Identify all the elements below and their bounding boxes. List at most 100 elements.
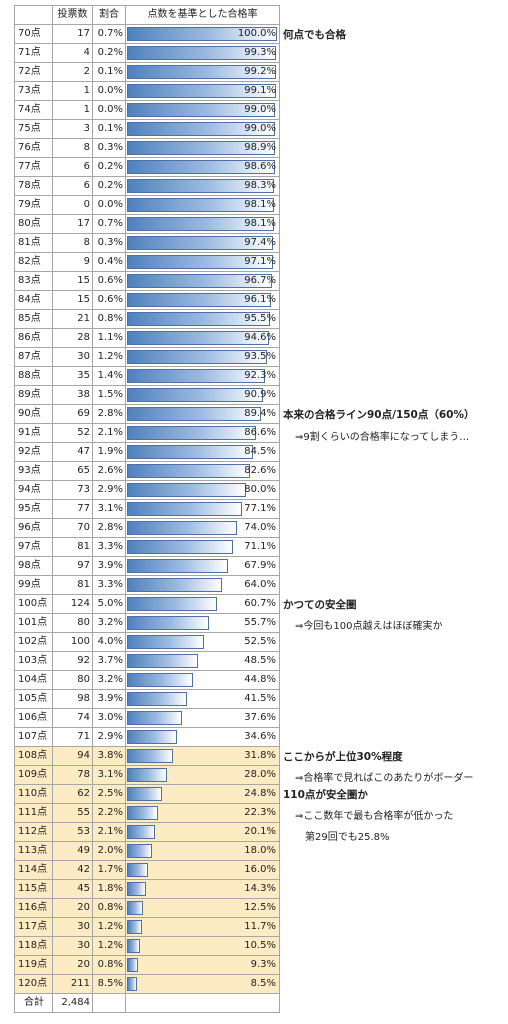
- votes-cell: 42: [52, 860, 93, 880]
- pass-rate-bar: [127, 312, 271, 326]
- pass-rate-bar: [127, 407, 261, 421]
- votes-cell: 70: [52, 518, 93, 538]
- ratio-cell: 1.2%: [92, 347, 126, 367]
- table-row: 111点 55 2.2% 22.3%: [14, 803, 280, 823]
- ratio-cell: 3.9%: [92, 556, 126, 576]
- pass-rate-label: 52.5%: [244, 636, 276, 647]
- ratio-cell: 0.0%: [92, 195, 126, 215]
- pass-rate-cell: 94.6%: [125, 328, 280, 348]
- score-cell: 72点: [14, 62, 53, 82]
- votes-cell: 8: [52, 233, 93, 253]
- pass-rate-label: 94.6%: [244, 332, 276, 343]
- votes-cell: 3: [52, 119, 93, 139]
- votes-cell: 15: [52, 290, 93, 310]
- pass-rate-cell: 99.3%: [125, 43, 280, 63]
- pass-rate-table: 投票数 割合 点数を基準とした合格率 70点 17 0.7% 100.0% 71点 4 0.…: [14, 5, 280, 1013]
- pass-rate-bar: [127, 730, 177, 744]
- votes-cell: 71: [52, 727, 93, 747]
- score-cell: 92点: [14, 442, 53, 462]
- pass-rate-cell: 77.1%: [125, 499, 280, 519]
- pass-rate-label: 18.0%: [244, 845, 276, 856]
- pass-rate-label: 96.7%: [244, 275, 276, 286]
- pass-rate-label: 80.0%: [244, 484, 276, 495]
- pass-rate-label: 31.8%: [244, 750, 276, 761]
- table-row: 107点 71 2.9% 34.6%: [14, 727, 280, 747]
- ratio-cell: 3.9%: [92, 689, 126, 709]
- score-cell: 75点: [14, 119, 53, 139]
- votes-cell: 0: [52, 195, 93, 215]
- pass-rate-label: 14.3%: [244, 883, 276, 894]
- ratio-cell: 2.0%: [92, 841, 126, 861]
- pass-rate-bar: [127, 84, 276, 98]
- annotation-safe110-note2: 第29回でも25.8%: [305, 832, 390, 843]
- pass-rate-bar: [127, 160, 275, 174]
- total-empty-bar: [125, 993, 280, 1013]
- pass-rate-cell: 98.1%: [125, 195, 280, 215]
- pass-rate-cell: 89.4%: [125, 404, 280, 424]
- pass-rate-label: 90.9%: [244, 389, 276, 400]
- score-cell: 104点: [14, 670, 53, 690]
- pass-rate-label: 8.5%: [250, 978, 276, 989]
- annotation-safe110-note1: ⇒ここ数年で最も合格率が低かった: [295, 811, 454, 822]
- ratio-cell: 3.7%: [92, 651, 126, 671]
- header-pass-rate: 点数を基準とした合格率: [125, 5, 280, 25]
- pass-rate-bar: [127, 179, 275, 193]
- annotation-orig-line: 本来の合格ライン90点/150点（60%）: [283, 409, 475, 421]
- pass-rate-cell: 92.3%: [125, 366, 280, 386]
- pass-rate-cell: 37.6%: [125, 708, 280, 728]
- total-row: 合計 2,484: [14, 993, 280, 1013]
- pass-rate-label: 95.5%: [244, 313, 276, 324]
- ratio-cell: 2.8%: [92, 518, 126, 538]
- pass-rate-bar: [127, 635, 205, 649]
- score-cell: 114点: [14, 860, 53, 880]
- score-cell: 111点: [14, 803, 53, 823]
- score-cell: 78点: [14, 176, 53, 196]
- pass-rate-cell: 64.0%: [125, 575, 280, 595]
- header-row: 投票数 割合 点数を基準とした合格率: [14, 5, 280, 25]
- score-cell: 83点: [14, 271, 53, 291]
- ratio-cell: 0.2%: [92, 43, 126, 63]
- annotation-safe110: 110点が安全圏か: [283, 789, 368, 801]
- total-votes: 2,484: [52, 993, 93, 1013]
- pass-rate-cell: 28.0%: [125, 765, 280, 785]
- pass-rate-label: 44.8%: [244, 674, 276, 685]
- pass-rate-cell: 96.1%: [125, 290, 280, 310]
- table-row: 102点 100 4.0% 52.5%: [14, 632, 280, 652]
- pass-rate-label: 82.6%: [244, 465, 276, 476]
- pass-rate-label: 97.1%: [244, 256, 276, 267]
- votes-cell: 81: [52, 537, 93, 557]
- pass-rate-cell: 52.5%: [125, 632, 280, 652]
- pass-rate-cell: 34.6%: [125, 727, 280, 747]
- ratio-cell: 0.0%: [92, 81, 126, 101]
- score-cell: 86点: [14, 328, 53, 348]
- votes-cell: 17: [52, 214, 93, 234]
- table-row: 85点 21 0.8% 95.5%: [14, 309, 280, 329]
- table-row: 72点 2 0.1% 99.2%: [14, 62, 280, 82]
- pass-rate-cell: 31.8%: [125, 746, 280, 766]
- pass-rate-bar: [127, 863, 149, 877]
- pass-rate-bar: [127, 369, 266, 383]
- score-cell: 110点: [14, 784, 53, 804]
- ratio-cell: 0.4%: [92, 252, 126, 272]
- score-cell: 79点: [14, 195, 53, 215]
- votes-cell: 30: [52, 917, 93, 937]
- votes-cell: 81: [52, 575, 93, 595]
- votes-cell: 38: [52, 385, 93, 405]
- votes-cell: 8: [52, 138, 93, 158]
- table-row: 120点 211 8.5% 8.5%: [14, 974, 280, 994]
- pass-rate-bar: [127, 692, 188, 706]
- ratio-cell: 0.0%: [92, 100, 126, 120]
- score-cell: 97点: [14, 537, 53, 557]
- table-row: 93点 65 2.6% 82.6%: [14, 461, 280, 481]
- pass-rate-cell: 74.0%: [125, 518, 280, 538]
- table-body: 70点 17 0.7% 100.0% 71点 4 0.2% 99.3% 72点 2 0.1% 99.2…: [14, 24, 280, 994]
- pass-rate-bar: [127, 464, 251, 478]
- score-cell: 113点: [14, 841, 53, 861]
- pass-rate-bar: [127, 768, 167, 782]
- votes-cell: 52: [52, 423, 93, 443]
- pass-rate-cell: 67.9%: [125, 556, 280, 576]
- score-cell: 70点: [14, 24, 53, 44]
- votes-cell: 78: [52, 765, 93, 785]
- pass-rate-cell: 86.6%: [125, 423, 280, 443]
- score-cell: 120点: [14, 974, 53, 994]
